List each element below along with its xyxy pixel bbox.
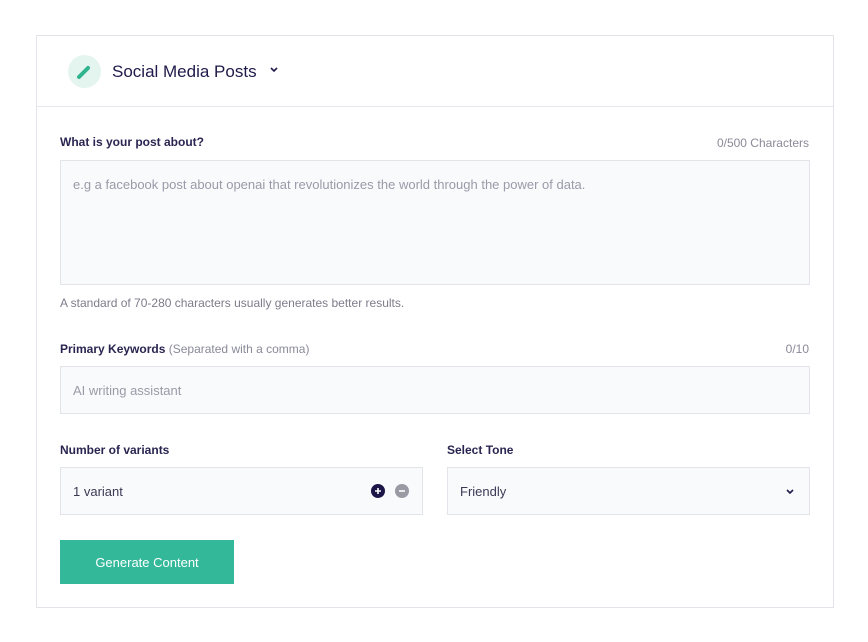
variants-label: Number of variants bbox=[60, 443, 170, 457]
tone-value: Friendly bbox=[460, 484, 507, 499]
post-char-count: 0/500 Characters bbox=[716, 136, 809, 150]
keywords-label: Primary Keywords (Separated with a comma… bbox=[60, 342, 309, 356]
generate-content-button[interactable]: Generate Content bbox=[60, 540, 234, 584]
keywords-hint: (Separated with a comma) bbox=[168, 342, 310, 356]
tone-label: Select Tone bbox=[447, 443, 514, 457]
keywords-input[interactable]: AI writing assistant bbox=[60, 366, 810, 414]
post-help-text: A standard of 70-280 characters usually … bbox=[60, 296, 405, 310]
post-textarea[interactable]: e.g a facebook post about openai that re… bbox=[60, 160, 810, 285]
content-form-card: Social Media Posts What is your post abo… bbox=[36, 35, 834, 608]
keywords-placeholder: AI writing assistant bbox=[73, 383, 182, 398]
pencil-icon bbox=[68, 55, 101, 88]
post-label: What is your post about? bbox=[60, 135, 204, 149]
keywords-count: 0/10 bbox=[785, 342, 809, 356]
keywords-label-text: Primary Keywords bbox=[60, 342, 166, 356]
tone-select[interactable]: Friendly bbox=[447, 467, 810, 515]
plus-circle-icon[interactable] bbox=[371, 484, 385, 498]
minus-circle-icon[interactable] bbox=[395, 484, 409, 498]
variants-value: 1 variant bbox=[73, 484, 123, 499]
post-placeholder: e.g a facebook post about openai that re… bbox=[73, 177, 586, 192]
template-title[interactable]: Social Media Posts bbox=[112, 62, 257, 81]
variants-stepper[interactable]: 1 variant bbox=[60, 467, 423, 515]
chevron-down-icon[interactable] bbox=[269, 64, 279, 74]
chevron-down-icon bbox=[786, 489, 794, 495]
header: Social Media Posts bbox=[37, 36, 833, 107]
